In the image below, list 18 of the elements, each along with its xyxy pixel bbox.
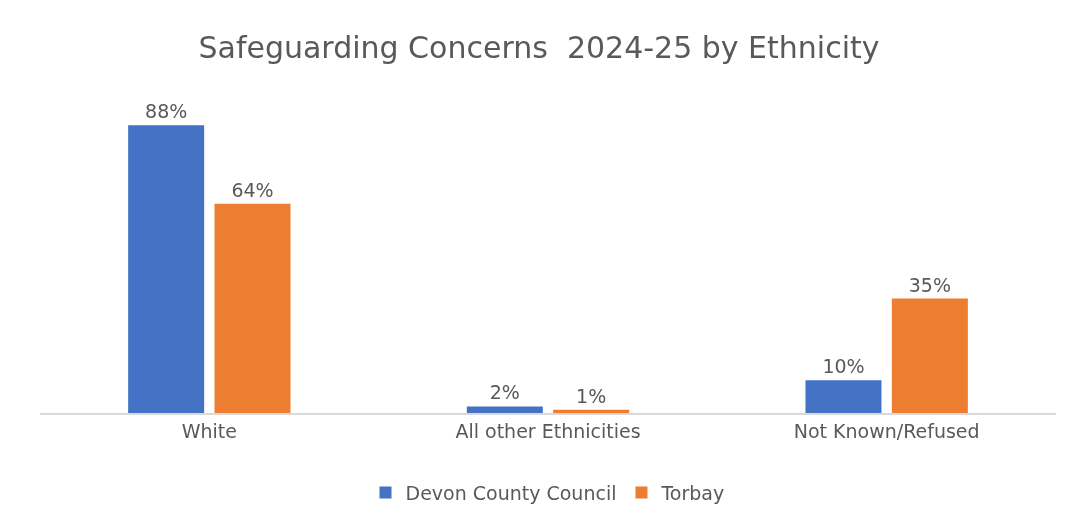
data-label: 1% — [576, 384, 607, 407]
bar — [466, 406, 543, 413]
x-tick-label: Not Known/Refused — [793, 419, 980, 442]
data-label: 88% — [145, 100, 188, 123]
bar — [128, 125, 205, 413]
chart-title: Safeguarding Concerns 2024-25 by Ethnicity — [198, 29, 880, 65]
bar — [214, 203, 291, 413]
x-tick-label: White — [181, 419, 237, 442]
legend-label: Devon County Council — [405, 481, 617, 504]
legend-label: Torbay — [660, 481, 725, 504]
data-label: 64% — [231, 178, 274, 201]
data-label: 10% — [822, 355, 865, 378]
bar — [805, 380, 882, 413]
x-tick-label: All other Ethnicities — [455, 419, 641, 442]
bar — [553, 409, 630, 413]
data-label: 2% — [489, 381, 520, 404]
bar — [891, 298, 968, 413]
data-label: 35% — [908, 273, 951, 296]
